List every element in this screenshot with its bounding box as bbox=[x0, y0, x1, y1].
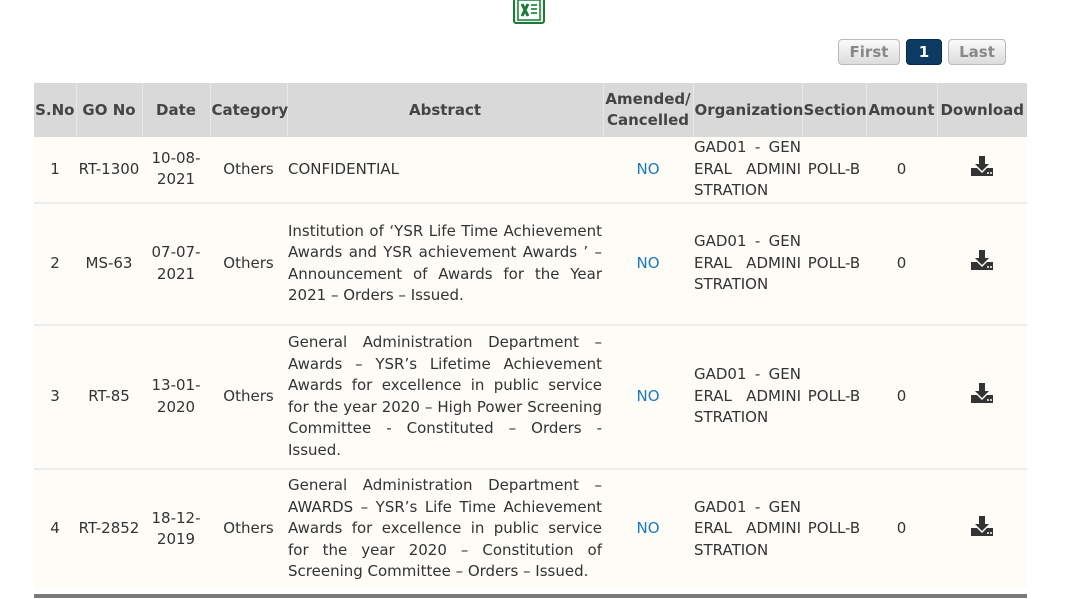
date-line1: 13-01- bbox=[151, 376, 201, 394]
header-go-no[interactable]: GO No bbox=[75, 83, 142, 137]
current-page-button[interactable]: 1 bbox=[906, 39, 942, 65]
cell-sno: 3 bbox=[34, 324, 76, 470]
cell-download bbox=[937, 468, 1027, 589]
date-line2: 2021 bbox=[156, 264, 196, 283]
download-icon[interactable] bbox=[970, 515, 994, 544]
cell-section: POLL-B bbox=[802, 468, 866, 589]
first-page-button[interactable]: First bbox=[838, 39, 900, 65]
cell-category: Others bbox=[210, 324, 287, 470]
cell-go-no: MS-63 bbox=[76, 202, 142, 326]
header-amount[interactable]: Amount bbox=[865, 83, 937, 137]
cell-amount: 0 bbox=[866, 137, 937, 204]
date-line1: 10-08- bbox=[151, 148, 201, 167]
last-page-button[interactable]: Last bbox=[948, 39, 1006, 65]
cell-amended: NO bbox=[603, 137, 693, 204]
cell-go-no: RT-1300 bbox=[76, 137, 142, 204]
cell-category: Others bbox=[210, 202, 287, 326]
cell-date: 10-08- 2021 bbox=[142, 137, 210, 204]
header-organization[interactable]: Organization bbox=[692, 83, 803, 137]
download-icon[interactable] bbox=[970, 382, 994, 411]
table-row: 3 RT-85 13-01- 2020 Others General Admini… bbox=[34, 324, 1027, 470]
date-line2: 2021 bbox=[156, 170, 196, 189]
cell-category: Others bbox=[210, 137, 287, 204]
header-section[interactable]: Section bbox=[801, 83, 867, 137]
cell-organization: GAD01 - GENERAL ADMINISTRATION bbox=[693, 137, 802, 204]
cell-date: 07-07- 2021 bbox=[142, 202, 210, 326]
download-icon[interactable] bbox=[970, 249, 994, 278]
date-line2: 2019 bbox=[156, 530, 196, 548]
header-amended-line2: Cancelled bbox=[606, 111, 690, 129]
cell-download bbox=[937, 137, 1027, 204]
cell-amended: NO bbox=[603, 324, 693, 470]
cell-abstract: CONFIDENTIAL bbox=[287, 137, 603, 204]
cell-amount: 0 bbox=[866, 202, 937, 326]
date-line2: 2020 bbox=[156, 397, 196, 416]
table-row: 1 RT-1300 10-08- 2021 Others CONFIDENTIAL… bbox=[34, 137, 1027, 204]
cell-amount: 0 bbox=[866, 324, 937, 470]
cell-go-no: RT-85 bbox=[76, 324, 142, 470]
cell-abstract: General Administration Department – AWAR… bbox=[287, 468, 603, 589]
cell-download bbox=[937, 202, 1027, 326]
cell-amended: NO bbox=[603, 468, 693, 589]
header-category[interactable]: Category bbox=[209, 83, 288, 137]
date-line1: 18-12- bbox=[151, 508, 201, 527]
cell-date: 18-12- 2019 bbox=[142, 468, 210, 589]
cell-go-no: RT-2852 bbox=[76, 468, 142, 589]
table-row: 2 MS-63 07-07- 2021 Others Institution of… bbox=[34, 202, 1027, 326]
cell-section: POLL-B bbox=[802, 137, 866, 204]
cell-sno: 1 bbox=[34, 137, 76, 204]
header-amended[interactable]: Amended/Cancelled bbox=[602, 83, 693, 137]
cell-sno: 2 bbox=[34, 202, 76, 326]
cell-section: POLL-B bbox=[802, 324, 866, 470]
header-abstract[interactable]: Abstract bbox=[286, 83, 603, 137]
cell-amount: 0 bbox=[866, 468, 937, 589]
header-sno[interactable]: S.No bbox=[34, 83, 76, 137]
download-icon[interactable] bbox=[970, 155, 994, 184]
cell-abstract: General Administration Department – Awar… bbox=[287, 324, 603, 470]
pagination: First 1 Last bbox=[838, 39, 1006, 65]
cell-download bbox=[937, 324, 1027, 470]
table-row: 4 RT-2852 18-12- 2019 Others General Admi… bbox=[34, 468, 1027, 589]
header-download: Download bbox=[936, 83, 1027, 137]
cell-organization: GAD01 - GENERAL ADMINISTRATION bbox=[693, 324, 802, 470]
cell-date: 13-01- 2020 bbox=[142, 324, 210, 470]
cell-section: POLL-B bbox=[802, 202, 866, 326]
table-header-row: S.No GO No Date Category Abstract Amende… bbox=[34, 83, 1027, 137]
go-table: S.No GO No Date Category Abstract Amende… bbox=[34, 83, 1027, 589]
header-amended-line1: Amended/ bbox=[605, 90, 691, 108]
cell-category: Others bbox=[210, 468, 287, 589]
cell-abstract: Institution of ‘YSR Life Time Achievemen… bbox=[287, 202, 603, 326]
cell-sno: 4 bbox=[34, 468, 76, 589]
header-date[interactable]: Date bbox=[141, 83, 210, 137]
table-bottom-border bbox=[34, 594, 1027, 598]
date-line1: 07-07- bbox=[151, 243, 201, 261]
cell-organization: GAD01 - GENERAL ADMINISTRATION bbox=[693, 202, 802, 326]
cell-amended: NO bbox=[603, 202, 693, 326]
cell-organization: GAD01 - GENERAL ADMINISTRATION bbox=[693, 468, 802, 589]
excel-export-icon[interactable] bbox=[513, 0, 545, 24]
